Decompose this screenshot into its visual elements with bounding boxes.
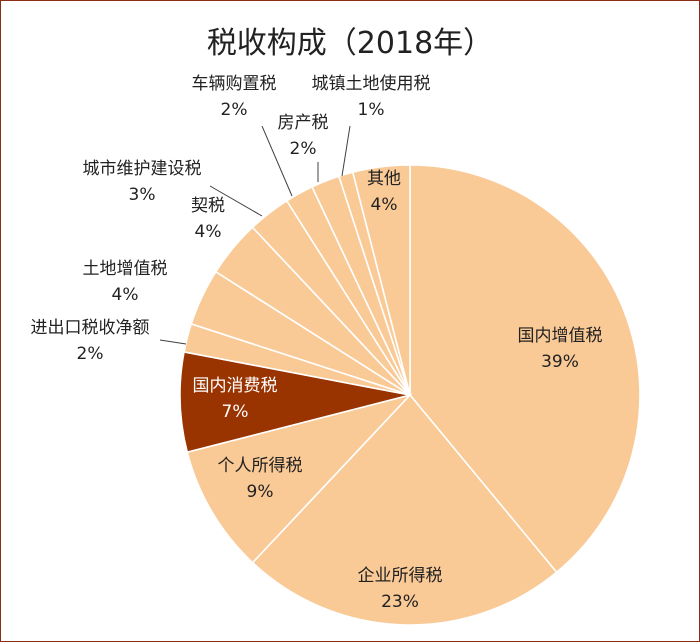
- slice-value-label: 2%: [221, 100, 248, 120]
- slice-name-label: 企业所得税: [358, 566, 443, 586]
- leader-line-9: [261, 125, 293, 197]
- slice-name-label: 国内消费税: [193, 376, 278, 396]
- leader-line-5: [159, 339, 187, 345]
- slice-value-label: 1%: [358, 100, 385, 120]
- leader-line-11: [341, 125, 351, 177]
- slice-value-label: 7%: [222, 402, 249, 422]
- slice-value-label: 9%: [247, 482, 274, 502]
- slice-value-label: 4%: [371, 195, 398, 215]
- slice-name-label: 其他: [367, 169, 401, 189]
- slice-name-label: 进出口税收净额: [31, 318, 150, 338]
- slice-value-label: 39%: [541, 352, 579, 372]
- chart-title: 税收构成（2018年）: [206, 26, 494, 61]
- slice-name-label: 国内增值税: [518, 326, 603, 346]
- pie-slice-2: [251, 393, 558, 626]
- slice-name-label: 车辆购置税: [192, 74, 277, 94]
- pie-slice-1: [409, 164, 641, 574]
- leader-line-8: [209, 185, 263, 217]
- slice-value-label: 4%: [112, 285, 139, 305]
- slice-name-label: 个人所得税: [218, 456, 303, 476]
- slice-value-label: 4%: [195, 222, 222, 242]
- slice-name-label: 城市维护建设税: [83, 159, 202, 179]
- slice-value-label: 2%: [290, 139, 317, 159]
- slice-value-label: 3%: [129, 185, 156, 205]
- pie-slice-3: [186, 393, 413, 564]
- slice-value-label: 2%: [77, 344, 104, 364]
- slice-name-label: 房产税: [278, 113, 329, 133]
- slice-name-label: 契税: [191, 196, 225, 216]
- slice-name-label: 城镇土地使用税: [312, 73, 431, 94]
- pie-slice-12: [351, 164, 411, 396]
- slice-name-label: 土地增值税: [83, 259, 168, 279]
- pie-slice-4: [179, 350, 411, 454]
- slice-value-label: 23%: [381, 592, 419, 612]
